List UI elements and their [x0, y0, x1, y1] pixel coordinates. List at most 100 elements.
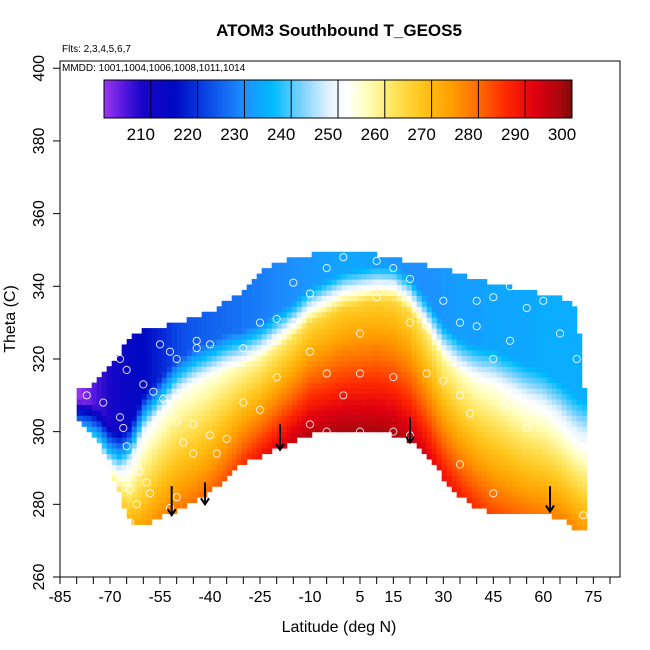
heatmap-cell: [81, 388, 88, 395]
heatmap-cell: [406, 371, 413, 378]
heatmap-cell: [426, 300, 433, 307]
heatmap-cell: [146, 480, 153, 487]
sample-point: [422, 369, 431, 378]
heatmap-cell: [91, 409, 98, 416]
heatmap-cell: [351, 382, 358, 389]
heatmap-cell: [151, 420, 158, 427]
heatmap-cell: [471, 420, 478, 427]
heatmap-cell: [501, 491, 508, 498]
heatmap-cell: [286, 262, 293, 269]
heatmap-cell: [481, 426, 488, 433]
heatmap-cell: [411, 437, 418, 444]
heatmap-cell: [306, 273, 313, 280]
colorbar-swatch: [162, 80, 166, 118]
heatmap-cell: [191, 398, 198, 405]
heatmap-cell: [491, 431, 498, 438]
heatmap-cell: [521, 366, 528, 373]
heatmap-cell: [271, 420, 278, 427]
heatmap-cell: [516, 486, 523, 493]
heatmap-cell: [201, 426, 208, 433]
heatmap-cell: [301, 300, 308, 307]
heatmap-cell: [441, 415, 448, 422]
heatmap-cell: [371, 355, 378, 362]
heatmap-cell: [276, 279, 283, 286]
heatmap-cell: [516, 458, 523, 465]
colorbar-swatch: [501, 80, 505, 118]
heatmap-cell: [491, 328, 498, 335]
heatmap-cell: [481, 349, 488, 356]
heatmap-cell: [156, 333, 163, 340]
heatmap-cell: [236, 371, 243, 378]
heatmap-cell: [231, 377, 238, 384]
heatmap-cell: [231, 426, 238, 433]
heatmap-cell: [376, 349, 383, 356]
heatmap-cell: [341, 251, 348, 258]
heatmap-cell: [261, 295, 268, 302]
heatmap-cell: [246, 366, 253, 373]
heatmap-cell: [566, 338, 573, 346]
heatmap-cell: [316, 377, 323, 384]
heatmap-cell: [206, 388, 213, 395]
heatmap-cell: [231, 300, 238, 307]
heatmap-cell: [211, 322, 218, 329]
heatmap-cell: [191, 349, 198, 356]
colorbar-swatch: [445, 80, 449, 118]
colorbar-swatch: [462, 80, 465, 118]
heatmap-cell: [476, 464, 483, 471]
heatmap-cell: [386, 322, 393, 329]
heatmap-cell: [161, 469, 168, 476]
colorbar-swatch: [506, 80, 510, 118]
sample-point: [289, 318, 298, 327]
heatmap-cell: [251, 382, 258, 389]
heatmap-cell: [576, 469, 583, 476]
heatmap-cell: [341, 311, 348, 318]
heatmap-cell: [141, 404, 148, 411]
heatmap-cell: [321, 273, 328, 280]
heatmap-cell: [86, 409, 93, 416]
heatmap-cell: [361, 322, 368, 329]
heatmap-cell: [506, 469, 513, 476]
heatmap-cell: [171, 366, 178, 373]
heatmap-cell: [131, 507, 138, 515]
heatmap-cell: [146, 431, 153, 438]
heatmap-cell: [551, 437, 558, 444]
heatmap-cell: [296, 295, 303, 302]
heatmap-cell: [171, 328, 178, 335]
heatmap-cell: [396, 420, 403, 427]
heatmap-cell: [186, 317, 193, 324]
heatmap-cell: [521, 317, 528, 324]
heatmap-cell: [356, 295, 363, 302]
heatmap-cell: [266, 437, 273, 444]
heatmap-cell: [351, 393, 358, 400]
heatmap-cell: [131, 349, 138, 356]
sample-point: [115, 354, 125, 364]
heatmap-cell: [236, 295, 243, 302]
heatmap-cell: [291, 377, 298, 384]
heatmap-cell: [246, 448, 253, 455]
heatmap-cell: [506, 284, 513, 291]
heatmap-cell: [556, 497, 563, 504]
heatmap-cell: [141, 431, 148, 438]
heatmap-cell: [301, 273, 308, 280]
heatmap-cell: [156, 420, 163, 427]
heatmap-cell: [431, 426, 438, 433]
heatmap-cell: [316, 279, 323, 286]
heatmap-cell: [266, 431, 273, 438]
heatmap-cell: [306, 257, 313, 264]
heatmap-cell: [351, 404, 358, 411]
heatmap-cell: [236, 442, 243, 449]
heatmap-cell: [261, 388, 268, 395]
heatmap-cell: [326, 420, 333, 427]
heatmap-cell: [311, 377, 318, 384]
heatmap-cell: [76, 415, 83, 422]
heatmap-cell: [446, 300, 453, 307]
heatmap-cell: [501, 289, 508, 296]
heatmap-cell: [406, 279, 413, 286]
heatmap-cell: [271, 349, 278, 356]
heatmap-cell: [361, 273, 368, 280]
heatmap-cell: [491, 371, 498, 378]
heatmap-cell: [421, 398, 428, 405]
heatmap-cell: [521, 453, 528, 460]
heatmap-cell: [201, 464, 208, 471]
heatmap-cell: [161, 448, 168, 455]
